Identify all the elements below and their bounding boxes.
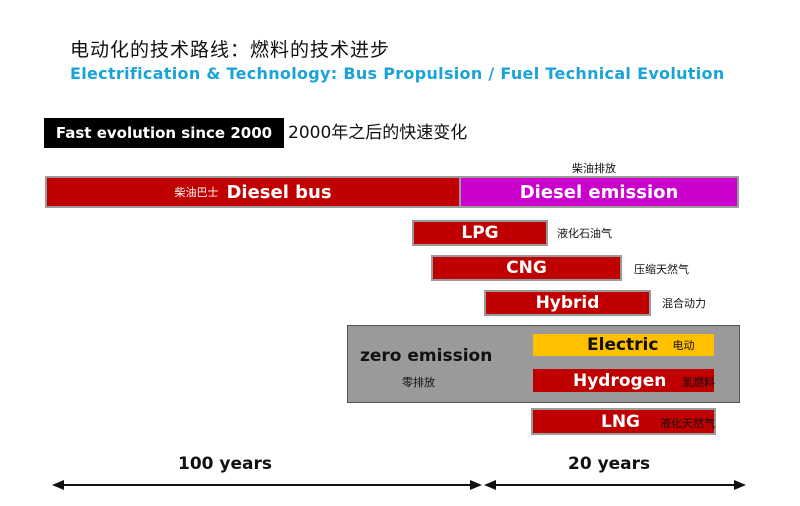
timeline-100-years-label: 100 years [178, 454, 272, 474]
since-2000-badge: Fast evolution since 2000 [44, 118, 284, 148]
electric-cn-label: 电动 [672, 339, 695, 352]
lpg-bar: LPG [412, 220, 548, 246]
diesel-emission-label: Diesel emission [519, 181, 679, 203]
zero-emission-label: zero emission [360, 346, 493, 366]
timeline-20-years-label: 20 years [568, 454, 651, 474]
hybrid-label: Hybrid [535, 293, 600, 313]
lng-cn-label: 液化天然气 [660, 417, 715, 430]
lpg-cn-label: 液化石油气 [557, 227, 612, 240]
lpg-label: LPG [461, 223, 499, 243]
diesel-emission-cn-label: 柴油排放 [572, 162, 616, 175]
diesel-bus-label: Diesel bus [226, 181, 332, 203]
right-timeline-arrow [484, 480, 746, 490]
hybrid-cn-label: 混合动力 [662, 297, 706, 310]
lng-bar: LNG [531, 408, 716, 435]
electric-bar: Electric 电动 [531, 332, 716, 358]
cng-label: CNG [506, 258, 547, 278]
subtitle-chinese: 2000年之后的快速变化 [288, 123, 468, 143]
electric-label: Electric [587, 335, 659, 355]
timeline-arrows [52, 480, 746, 490]
hydrogen-bar: Hydrogen [531, 367, 716, 394]
hydrogen-cn-label: 氢燃料 [682, 376, 715, 389]
cng-bar: CNG [431, 255, 622, 281]
page-title-chinese: 电动化的技术路线：燃料的技术进步 [70, 39, 391, 61]
diesel-emission-bar: Diesel emission [459, 176, 739, 208]
left-timeline-arrow [52, 480, 482, 490]
hybrid-bar: Hybrid [484, 290, 651, 316]
diesel-bus-bar: 柴油巴士 Diesel bus [45, 176, 461, 208]
page-title-english: Electrification & Technology: Bus Propul… [70, 64, 725, 83]
zero-emission-cn-label: 零排放 [402, 376, 435, 389]
hydrogen-label: Hydrogen [573, 370, 667, 391]
cng-cn-label: 压缩天然气 [634, 263, 689, 276]
lng-label: LNG [601, 411, 641, 432]
diesel-bus-cn-label: 柴油巴士 [174, 186, 219, 199]
